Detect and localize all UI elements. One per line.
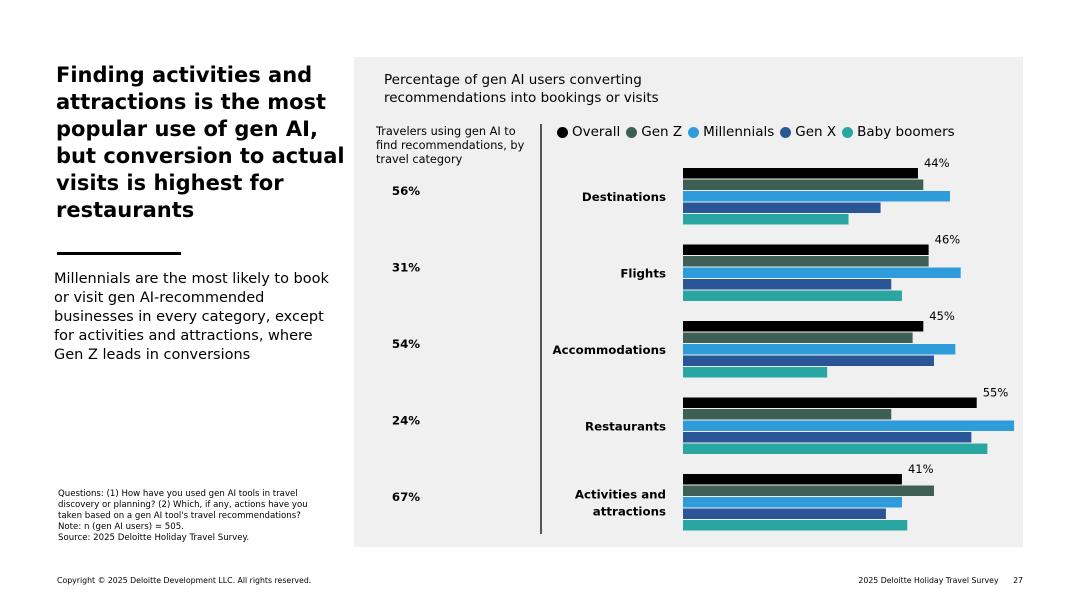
- chart-divider: [540, 124, 542, 534]
- legend-label: Overall: [572, 124, 621, 140]
- legend-label: Baby boomers: [857, 124, 955, 140]
- bar-activities-and-attractions-baby-boomers: [683, 520, 908, 531]
- usage-percent-destinations: 56%: [392, 184, 420, 198]
- bar-destinations-baby-boomers: [683, 214, 849, 225]
- chart-legend: Overall Gen Z Millennials Gen X Baby boomers: [557, 124, 961, 140]
- bar-accommodations-overall: [683, 321, 924, 332]
- bar-flights-overall: [683, 244, 929, 255]
- legend-item-overall: Overall: [557, 124, 620, 140]
- bar-activities-and-attractions-gen-z: [683, 485, 934, 496]
- usage-percent-restaurants: 24%: [392, 413, 420, 427]
- bar-flights-gen-x: [683, 279, 892, 290]
- legend-label: Gen X: [795, 124, 837, 140]
- footer-right: 2025 Deloitte Holiday Travel Survey 27: [846, 576, 1023, 585]
- usage-column-header: Travelers using gen AI to find recommend…: [376, 125, 525, 166]
- bar-accommodations-baby-boomers: [683, 367, 828, 378]
- notes-note: Note: n (gen AI users) = 505.: [58, 522, 184, 532]
- legend-label: Millennials: [703, 124, 775, 140]
- bar-restaurants-gen-x: [683, 432, 972, 443]
- category-label-activities-and-attractions: Activities and: [575, 487, 666, 501]
- legend-item-gen-z: Gen Z: [626, 124, 682, 140]
- category-label-destinations: Destinations: [582, 190, 666, 204]
- notes-source: Source: 2025 Deloitte Holiday Travel Sur…: [58, 533, 250, 543]
- legend-item-millennials: Millennials: [688, 124, 774, 140]
- data-label-flights-overall: 46%: [935, 233, 961, 247]
- bar-restaurants-overall: [683, 397, 977, 408]
- chart-title: Percentage of gen AI users converting re…: [384, 72, 659, 106]
- headline: Finding activities and attractions is th…: [56, 63, 345, 222]
- legend-item-gen-x: Gen X: [780, 124, 836, 140]
- footer-page-number: 27: [1013, 576, 1023, 585]
- legend-swatch: [557, 126, 568, 138]
- bar-activities-and-attractions-gen-x: [683, 508, 886, 519]
- headline-rule: [57, 252, 181, 255]
- bar-restaurants-baby-boomers: [683, 443, 988, 454]
- footer-survey: 2025 Deloitte Holiday Travel Survey: [858, 576, 999, 585]
- footer-copyright: Copyright © 2025 Deloitte Development LL…: [57, 576, 312, 585]
- data-label-accommodations-overall: 45%: [929, 309, 955, 323]
- bar-destinations-gen-x: [683, 202, 881, 213]
- bar-accommodations-gen-z: [683, 332, 913, 343]
- bar-restaurants-millennials: [683, 420, 1015, 431]
- usage-percent-flights: 31%: [392, 260, 420, 274]
- legend-swatch: [780, 126, 792, 138]
- bar-flights-baby-boomers: [683, 290, 902, 301]
- bar-restaurants-gen-z: [683, 409, 892, 420]
- bar-accommodations-gen-x: [683, 355, 934, 366]
- bar-activities-and-attractions-overall: [683, 474, 902, 485]
- usage-percent-activities-and-attractions: 67%: [392, 490, 420, 504]
- bar-destinations-gen-z: [683, 179, 924, 190]
- bar-activities-and-attractions-millennials: [683, 497, 902, 508]
- legend-swatch: [842, 126, 854, 138]
- category-label-activities-and-attractions: attractions: [593, 504, 666, 518]
- legend-swatch: [626, 126, 638, 138]
- subtext: Millennials are the most likely to book …: [54, 271, 329, 363]
- category-label-flights: Flights: [620, 266, 666, 280]
- bar-flights-millennials: [683, 267, 961, 278]
- bar-destinations-millennials: [683, 191, 950, 202]
- legend-item-baby-boomers: Baby boomers: [842, 124, 955, 140]
- legend-swatch: [688, 126, 700, 138]
- usage-percent-accommodations: 54%: [392, 337, 420, 351]
- category-label-restaurants: Restaurants: [585, 419, 666, 433]
- category-label-accommodations: Accommodations: [552, 343, 666, 357]
- bar-flights-gen-z: [683, 256, 929, 267]
- bar-destinations-overall: [683, 168, 918, 179]
- data-label-activities-and-attractions-overall: 41%: [908, 462, 934, 476]
- notes-questions: Questions: (1) How have you used gen AI …: [58, 489, 308, 521]
- chart-panel: [354, 57, 1023, 547]
- legend-label: Gen Z: [641, 124, 683, 140]
- notes: Questions: (1) How have you used gen AI …: [58, 489, 330, 544]
- data-label-destinations-overall: 44%: [924, 156, 950, 170]
- bar-accommodations-millennials: [683, 344, 956, 355]
- data-label-restaurants-overall: 55%: [983, 386, 1009, 400]
